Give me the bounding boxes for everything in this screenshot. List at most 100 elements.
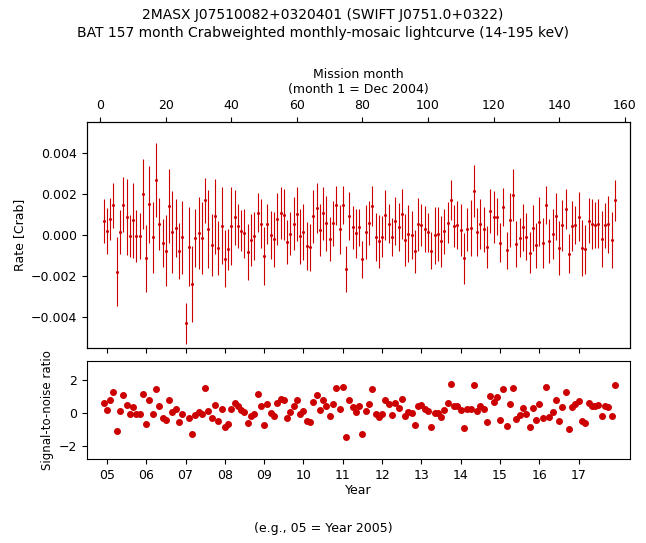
Point [180, 479, 191, 488]
Point [167, 408, 178, 416]
Point [370, 410, 380, 419]
Point [292, 396, 302, 405]
Point [354, 402, 364, 411]
Point [400, 412, 410, 420]
Point [161, 416, 171, 425]
Point [557, 402, 568, 411]
Point [587, 402, 597, 411]
Point [141, 420, 151, 429]
Point [223, 420, 233, 428]
Point [610, 381, 620, 389]
Point [508, 383, 518, 392]
Point [393, 403, 404, 412]
Point [380, 395, 391, 404]
Point [187, 430, 197, 439]
Text: 2MASX J07510082+0320401 (SWIFT J0751.0+0322): 2MASX J07510082+0320401 (SWIFT J0751.0+0… [142, 8, 504, 22]
Point [200, 384, 211, 393]
Point [452, 402, 463, 411]
Point [138, 389, 148, 398]
Point [295, 409, 306, 418]
Point [272, 399, 282, 408]
X-axis label: Mission month
(month 1 = Dec 2004): Mission month (month 1 = Dec 2004) [288, 67, 429, 96]
Point [449, 402, 459, 411]
Point [406, 409, 417, 418]
Point [183, 413, 194, 422]
Point [256, 401, 266, 410]
Point [515, 411, 525, 420]
Point [564, 425, 574, 433]
Point [482, 418, 492, 427]
Point [574, 396, 584, 405]
Point [344, 396, 355, 405]
Point [115, 407, 125, 415]
Point [469, 381, 479, 390]
Point [154, 402, 165, 411]
Point [488, 397, 499, 406]
Point [593, 401, 603, 409]
Y-axis label: Signal-to-noise ratio: Signal-to-noise ratio [41, 350, 54, 470]
Point [492, 393, 502, 401]
Point [377, 410, 388, 419]
Point [147, 410, 158, 419]
Point [373, 413, 384, 421]
Point [485, 391, 495, 400]
Point [607, 412, 617, 420]
Point [554, 416, 564, 425]
Point [534, 400, 545, 408]
Point [501, 422, 512, 431]
Point [125, 409, 135, 418]
Point [298, 407, 309, 415]
Point [246, 412, 256, 420]
Point [101, 406, 112, 414]
Point [544, 413, 554, 422]
Point [348, 403, 358, 412]
Point [397, 395, 407, 403]
Point [550, 396, 561, 405]
Point [324, 412, 335, 420]
Point [547, 408, 557, 416]
Point [341, 433, 351, 441]
Point [472, 407, 483, 415]
Point [269, 411, 279, 420]
Point [164, 396, 174, 405]
Point [583, 399, 594, 407]
Point [419, 405, 430, 413]
Point [121, 401, 132, 409]
Point [390, 399, 401, 408]
Point [285, 408, 295, 416]
Point [443, 399, 453, 407]
Point [239, 408, 249, 416]
Point [426, 422, 437, 431]
Point [193, 408, 203, 416]
Point [367, 385, 377, 394]
Point [236, 405, 246, 414]
Point [511, 415, 521, 424]
Point [495, 415, 505, 424]
Point [259, 421, 269, 430]
Point [384, 399, 394, 408]
Point [210, 401, 220, 409]
Point [220, 422, 230, 431]
Point [525, 423, 535, 432]
Point [275, 395, 286, 403]
Point [521, 410, 532, 419]
Point [599, 402, 610, 411]
Point [266, 408, 276, 417]
Point [109, 387, 119, 396]
Point [318, 395, 328, 404]
Point [567, 403, 578, 412]
Point [505, 400, 515, 408]
Point [128, 402, 138, 411]
Point [364, 400, 374, 409]
Point [112, 426, 122, 435]
Point [423, 407, 433, 415]
Point [387, 411, 397, 419]
Point [433, 408, 443, 417]
Point [118, 390, 129, 399]
Point [462, 405, 472, 413]
Point [459, 424, 469, 433]
Point [360, 407, 371, 416]
Point [216, 405, 227, 413]
Point [203, 406, 214, 415]
Text: (e.g., 05 = Year 2005): (e.g., 05 = Year 2005) [254, 522, 392, 535]
